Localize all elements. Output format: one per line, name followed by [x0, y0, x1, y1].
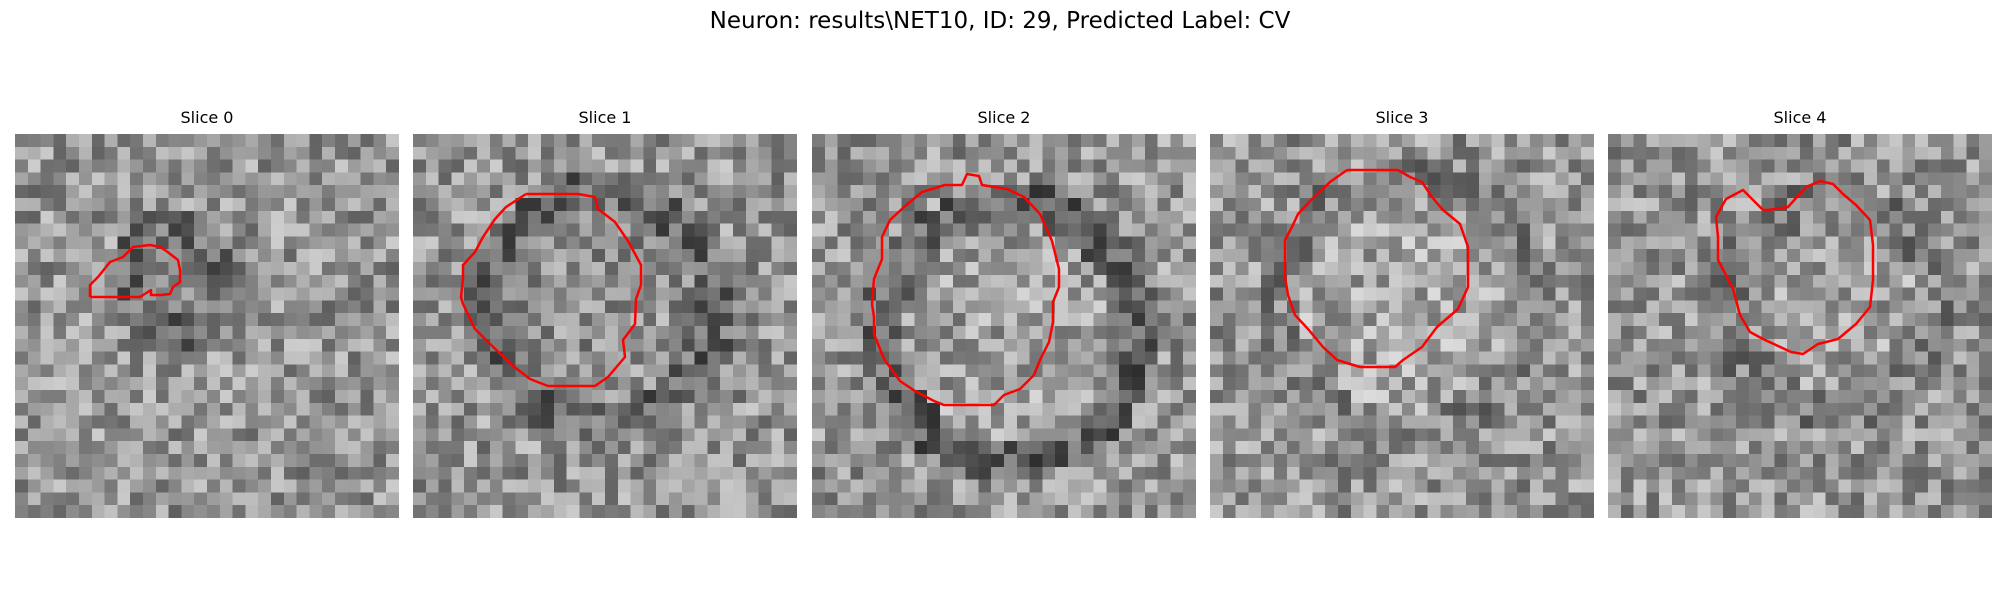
slice-image — [812, 134, 1196, 518]
contour-line — [870, 172, 1061, 407]
slice-image — [413, 134, 797, 518]
slice-title: Slice 2 — [977, 108, 1031, 127]
slice-image — [1210, 134, 1594, 518]
slice-title: Slice 4 — [1773, 108, 1827, 127]
contour-line — [88, 243, 182, 299]
contour-line — [1714, 179, 1875, 356]
contour-line — [1283, 168, 1470, 369]
slice-title: Slice 3 — [1375, 108, 1429, 127]
contour-overlay — [88, 243, 182, 299]
contour-overlay — [459, 192, 643, 388]
slice-image — [1608, 134, 1992, 518]
contour-overlay — [870, 172, 1061, 407]
figure-title: Neuron: results\NET10, ID: 29, Predicted… — [709, 8, 1291, 34]
contour-line — [459, 192, 643, 388]
slice-title: Slice 0 — [180, 108, 234, 127]
slice-image — [15, 134, 399, 518]
contour-overlay — [1714, 179, 1875, 356]
contour-overlay — [1283, 168, 1470, 369]
slice-title: Slice 1 — [578, 108, 632, 127]
